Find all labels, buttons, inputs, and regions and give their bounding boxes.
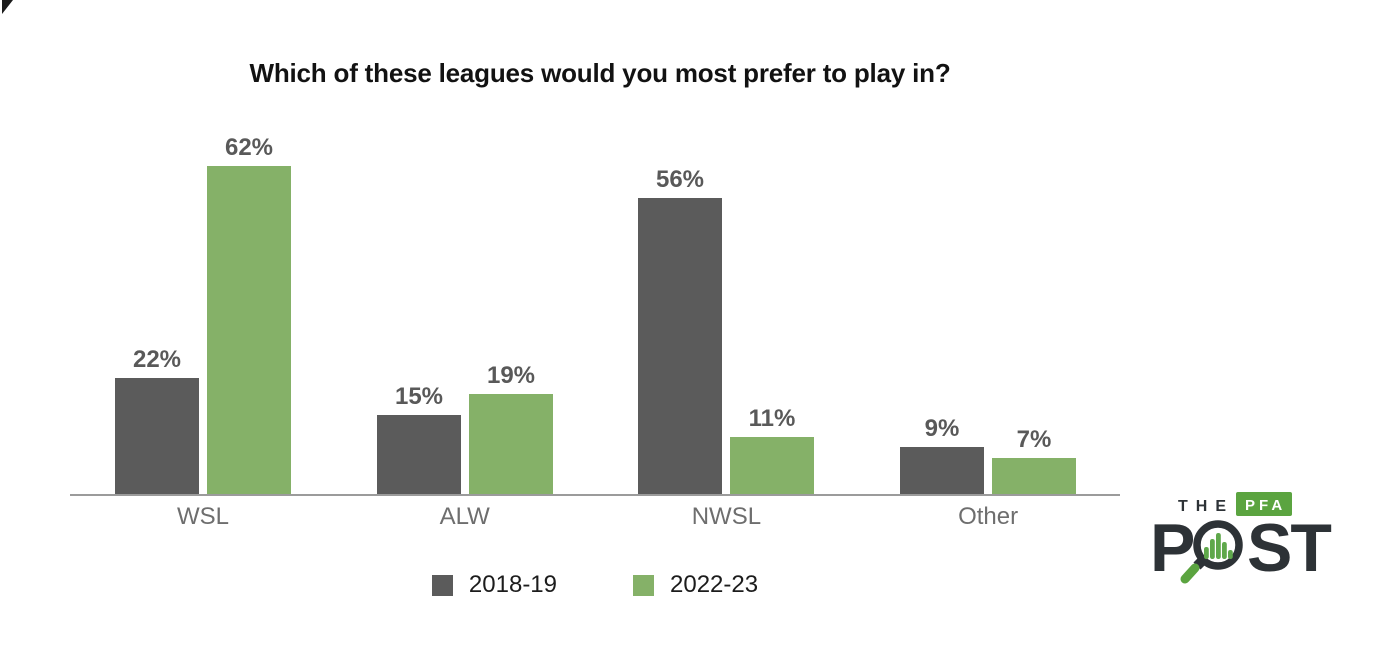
bar-value-label: 19% bbox=[486, 362, 536, 389]
legend-item-2022-23: 2022-23 bbox=[633, 571, 758, 599]
category-label-ALW: ALW bbox=[439, 503, 490, 530]
corner-artifact bbox=[2, 0, 13, 14]
category-label-WSL: WSL bbox=[176, 503, 229, 530]
bar-value-label: 15% bbox=[394, 383, 444, 410]
bar-2022-23-NWSL bbox=[730, 437, 814, 495]
bar-2022-23-ALW bbox=[469, 394, 553, 495]
chart-legend: 2018-19 2022-23 bbox=[70, 571, 1120, 599]
bar-2018-19-WSL bbox=[115, 378, 199, 495]
logo-pfa-text: PFA bbox=[1245, 497, 1286, 514]
chart-title: Which of these leagues would you most pr… bbox=[249, 58, 951, 88]
legend-label: 2022-23 bbox=[670, 571, 759, 598]
logo-pfa-box bbox=[1236, 492, 1292, 516]
category-label-Other: Other bbox=[958, 503, 1019, 530]
bar-value-label: 11% bbox=[748, 405, 796, 432]
bar-2018-19-ALW bbox=[377, 415, 461, 495]
logo-post-st: ST bbox=[1247, 510, 1331, 586]
legend-swatch bbox=[431, 574, 453, 596]
bar-2022-23-Other bbox=[992, 458, 1076, 495]
bar-value-label: 62% bbox=[224, 134, 274, 161]
bar-2018-19-Other bbox=[900, 447, 984, 495]
bar-2022-23-WSL bbox=[207, 166, 291, 495]
logo-the-text: THE bbox=[1178, 498, 1234, 515]
legend-label: 2018-19 bbox=[468, 571, 557, 598]
bar-2018-19-NWSL bbox=[638, 198, 722, 495]
legend-item-2018-19: 2018-19 bbox=[431, 571, 557, 599]
magnifier-bar-chart-icon bbox=[1180, 520, 1243, 584]
bar-value-label: 56% bbox=[655, 166, 705, 193]
bar-value-label: 7% bbox=[1016, 426, 1052, 453]
pfa-post-logo: THE PFA P ST bbox=[1150, 492, 1333, 586]
legend-swatch bbox=[633, 574, 654, 596]
bar-value-label: 9% bbox=[924, 415, 960, 442]
x-axis-line bbox=[70, 494, 1120, 496]
bar-value-label: 22% bbox=[132, 346, 182, 373]
category-label-NWSL: NWSL bbox=[691, 503, 762, 530]
